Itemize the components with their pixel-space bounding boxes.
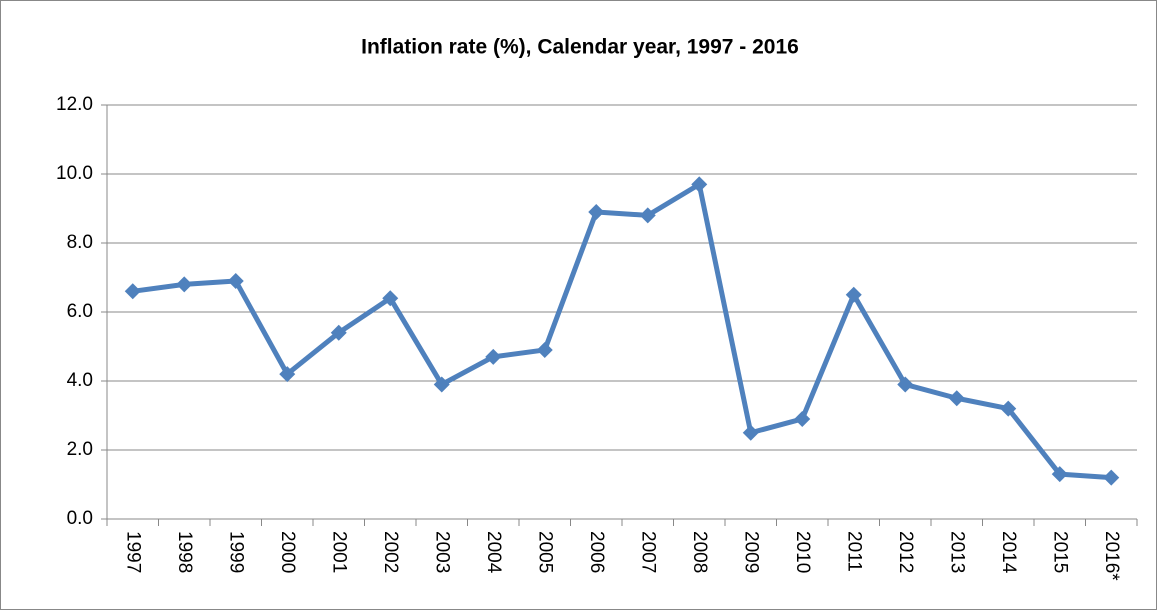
data-point (536, 341, 553, 358)
x-tick-label: 2006 (586, 531, 607, 573)
x-tick-label: 2000 (277, 531, 298, 573)
x-tick-label: 2007 (638, 531, 659, 573)
x-tick-label: 2016* (1101, 531, 1122, 581)
x-tick-label: 2015 (1050, 531, 1071, 573)
data-point (227, 272, 244, 289)
x-tick-label: 2002 (380, 531, 401, 573)
x-tick-label: 2003 (432, 531, 453, 573)
data-point (279, 366, 296, 383)
chart-title: Inflation rate (%), Calendar year, 1997 … (361, 36, 799, 59)
y-tick-label: 12.0 (56, 94, 93, 115)
data-point (485, 348, 502, 365)
data-point (1103, 469, 1120, 486)
data-point (433, 376, 450, 393)
x-tick-label: 2014 (998, 531, 1019, 574)
y-tick-label: 0.0 (67, 508, 93, 529)
x-tick-label: 1999 (226, 531, 247, 573)
data-point (845, 286, 862, 303)
data-point (639, 207, 656, 224)
data-point (176, 276, 193, 293)
x-tick-label: 2001 (329, 531, 350, 573)
x-tick-label: 2005 (535, 531, 556, 573)
data-point (742, 424, 759, 441)
data-point (794, 410, 811, 427)
y-tick-label: 10.0 (56, 163, 93, 184)
data-point (382, 290, 399, 307)
x-tick-label: 2011 (844, 531, 865, 572)
data-line (132, 181, 1112, 481)
data-point (124, 283, 141, 300)
x-tick-label: 1997 (123, 531, 144, 573)
data-point (948, 390, 965, 407)
data-point (691, 176, 708, 193)
x-tick-label: 1998 (174, 531, 195, 573)
x-tick-label: 2010 (792, 531, 813, 573)
data-point (1051, 466, 1068, 483)
y-tick-label: 2.0 (67, 439, 93, 460)
data-point (1000, 400, 1017, 417)
x-tick-label: 2013 (947, 531, 968, 573)
data-point (897, 376, 914, 393)
x-tick-label: 2008 (689, 531, 710, 573)
y-tick-label: 4.0 (67, 370, 93, 391)
x-tick-label: 2004 (483, 531, 504, 574)
x-tick-label: 2009 (741, 531, 762, 573)
data-point (588, 203, 605, 220)
y-tick-label: 6.0 (67, 301, 93, 322)
x-tick-label: 2012 (895, 531, 916, 573)
data-point (330, 324, 347, 341)
y-tick-label: 8.0 (67, 232, 93, 253)
